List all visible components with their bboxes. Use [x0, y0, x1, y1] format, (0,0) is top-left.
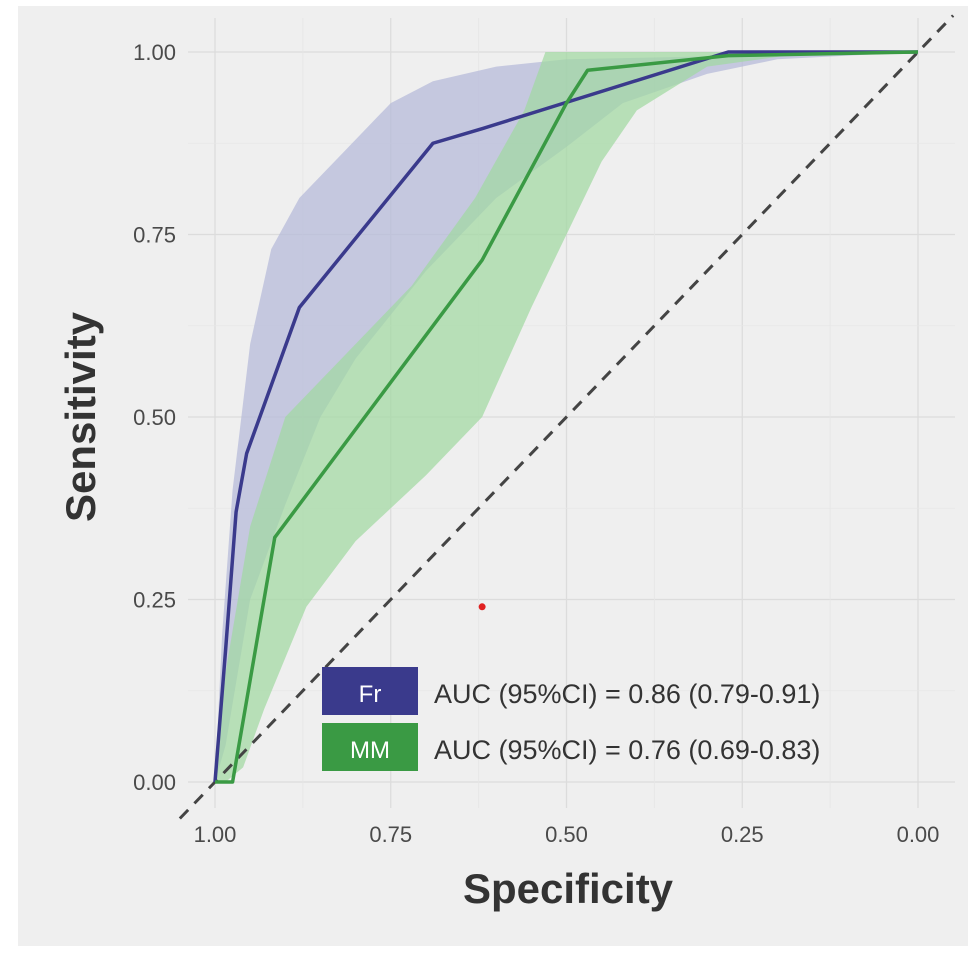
tick-labels: 1.00 0.75 0.50 0.25 0.00 0.00 0.25 0.50 0.75 1.00 — [133, 40, 939, 847]
legend: Fr AUC (95%CI) = 0.86 (0.79-0.91) MM AUC (9… — [322, 667, 820, 771]
x-tick-label-1: 0.75 — [369, 822, 412, 847]
x-tick-label-0: 1.00 — [194, 822, 237, 847]
roc-curve-fr — [213, 50, 918, 783]
legend-key-label-fr: Fr — [359, 681, 382, 708]
y-tick-label-2: 0.50 — [133, 405, 176, 430]
y-tick-label-0: 0.00 — [133, 770, 176, 795]
confidence-bands — [215, 52, 918, 782]
y-tick-label-1: 0.25 — [133, 588, 176, 613]
x-tick-label-4: 0.00 — [897, 822, 940, 847]
y-axis-title: Sensitivity — [57, 311, 104, 522]
ci-band-mm — [215, 52, 918, 782]
legend-key-fr — [322, 667, 418, 715]
diagonal-reference-line — [178, 14, 955, 820]
annotations — [478, 603, 486, 611]
ci-band-fr — [215, 52, 918, 782]
x-tick-label-3: 0.25 — [721, 822, 764, 847]
y-tick-label-3: 0.75 — [133, 223, 176, 248]
legend-key-mm — [322, 723, 418, 771]
legend-text-fr: AUC (95%CI) = 0.86 (0.79-0.91) — [434, 679, 820, 709]
x-tick-label-2: 0.50 — [545, 822, 588, 847]
roc-curves — [213, 50, 919, 784]
legend-key-label-mm: MM — [350, 737, 390, 764]
x-axis-title: Specificity — [463, 865, 674, 912]
legend-text-mm: AUC (95%CI) = 0.76 (0.69-0.83) — [434, 735, 820, 765]
y-tick-label-4: 1.00 — [133, 40, 176, 65]
reference-line — [178, 14, 955, 820]
roc-curve-mm — [215, 50, 919, 784]
annotation-dot-0 — [478, 603, 486, 611]
